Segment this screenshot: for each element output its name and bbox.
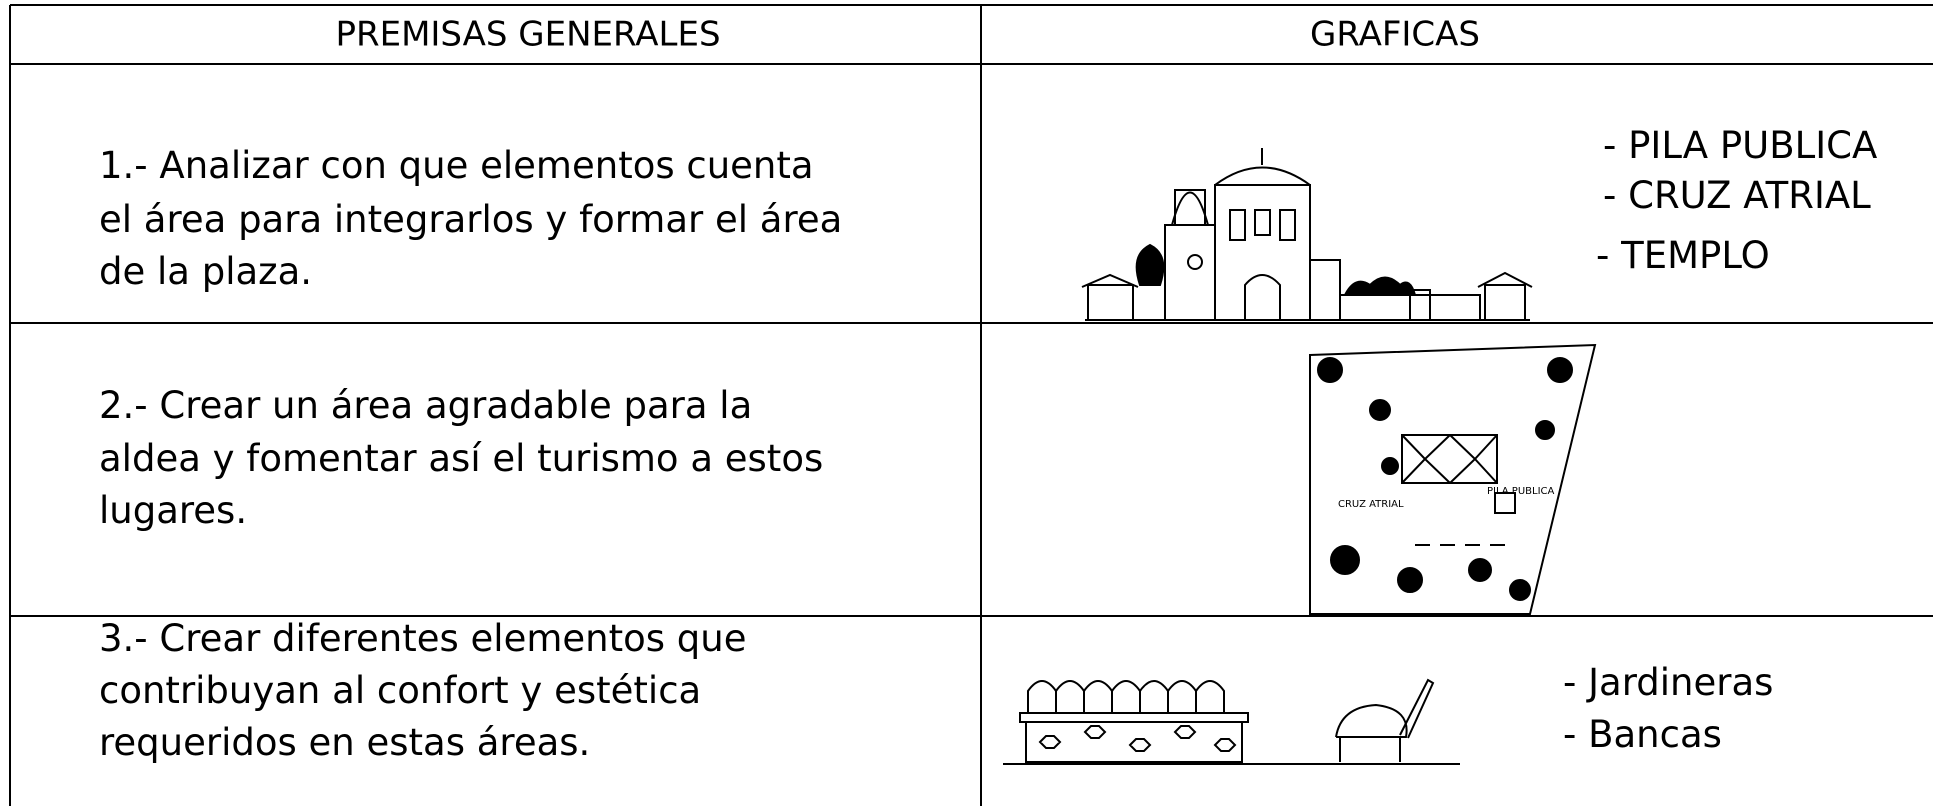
church-drawing	[1081, 148, 1533, 321]
header: GRAFICAS	[1310, 15, 1480, 55]
graphic-label: - Bancas	[1563, 713, 1722, 756]
plan-drawing	[1309, 343, 1597, 615]
premise-line: 2.- Crear un área agradable para la	[99, 384, 752, 427]
premise-line: 3.- Crear diferentes elementos que	[99, 617, 746, 660]
graphic-label: - PILA PUBLICA	[1603, 124, 1877, 167]
premise-line: aldea y fomentar así el turismo a estos	[99, 437, 823, 480]
graphic-label: - TEMPLO	[1596, 234, 1770, 277]
premise-line: el área para integrarlos y formar el áre…	[99, 198, 842, 241]
furniture-drawing	[1003, 678, 1460, 765]
header: PREMISAS GENERALES	[335, 15, 720, 55]
premise-line: contribuyan al confort y estética	[99, 669, 701, 712]
plan-label: PILA PUBLICA	[1487, 486, 1555, 497]
table-grid	[9, 4, 1933, 806]
graphic-label: - Jardineras	[1563, 661, 1773, 704]
premise-line: requeridos en estas áreas.	[99, 721, 590, 764]
premise-line: 1.- Analizar con que elementos cuenta	[99, 144, 814, 187]
premise-line: de la plaza.	[99, 250, 312, 293]
graphic-label: - CRUZ ATRIAL	[1603, 174, 1871, 217]
premise-line: lugares.	[99, 489, 247, 532]
plan-label: CRUZ ATRIAL	[1338, 499, 1404, 510]
